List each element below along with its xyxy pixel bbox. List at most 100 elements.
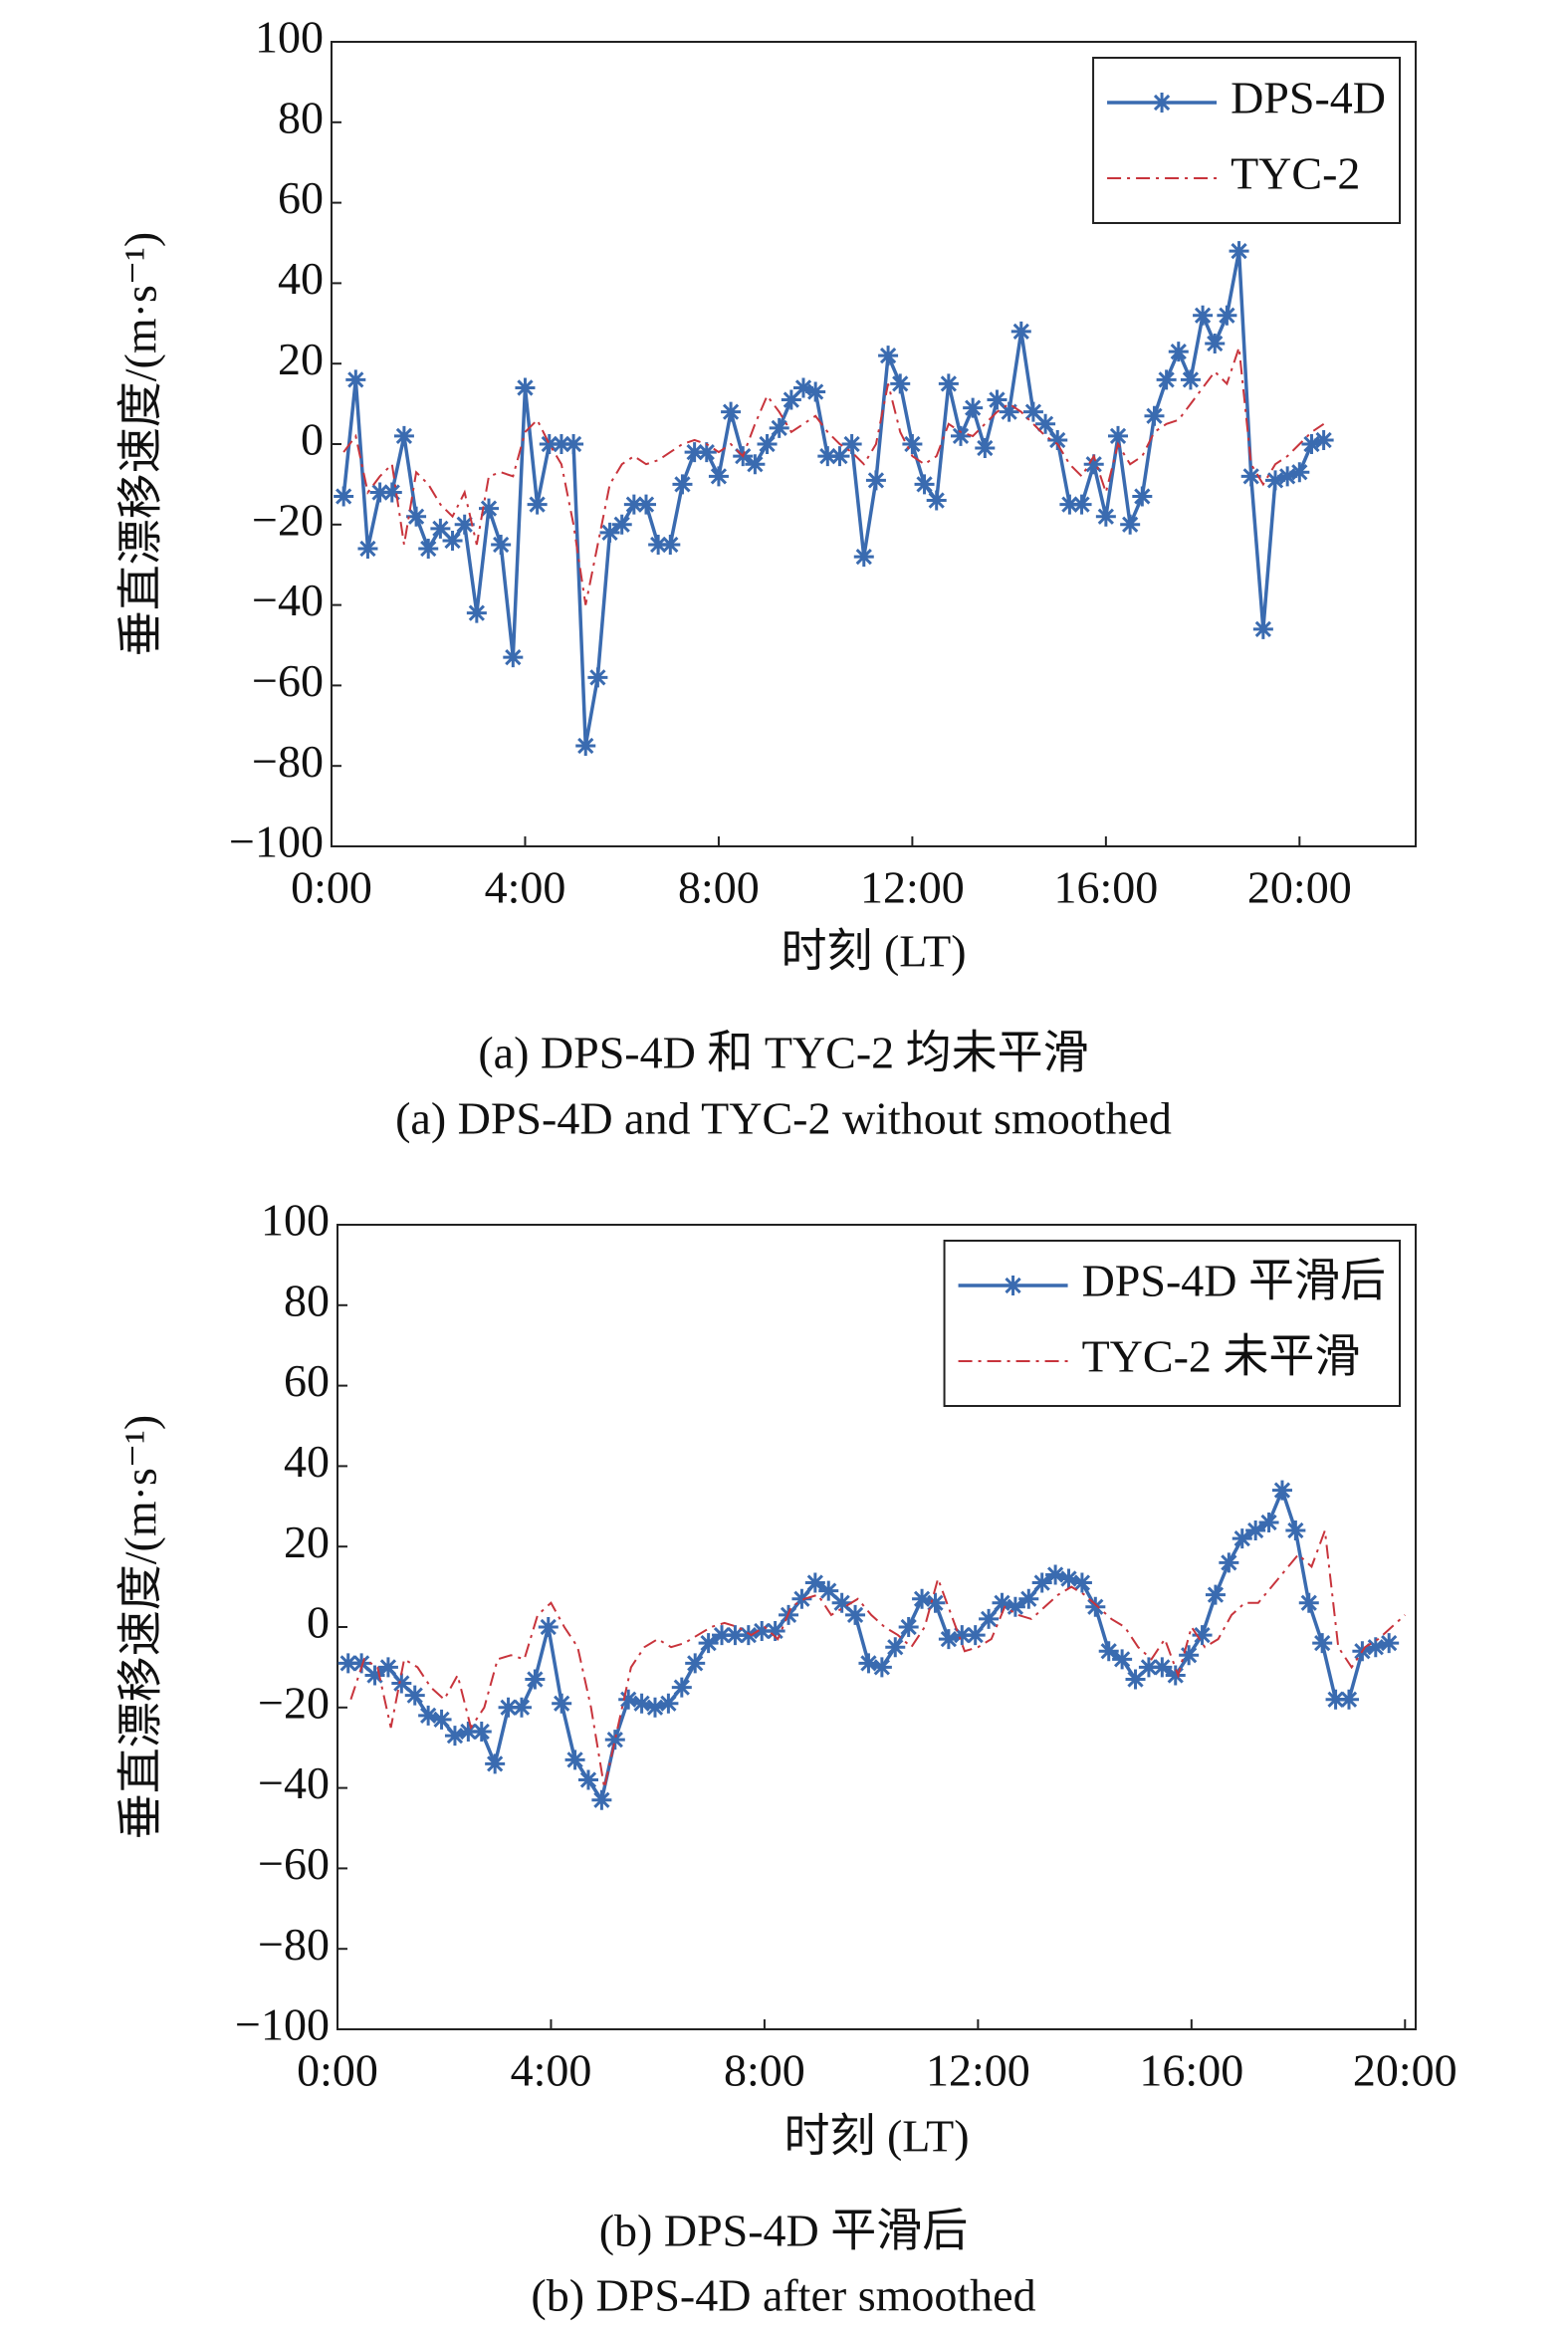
marker xyxy=(1022,401,1043,422)
marker xyxy=(845,1604,866,1625)
x-tick-label: 12:00 xyxy=(860,862,965,913)
marker xyxy=(1313,429,1334,450)
marker xyxy=(1229,241,1249,262)
x-tick-label: 0:00 xyxy=(297,2045,378,2096)
y-tick-label: −60 xyxy=(258,1838,330,1889)
y-tick-label: −20 xyxy=(252,494,324,545)
marker xyxy=(591,1789,612,1810)
marker xyxy=(1095,506,1116,527)
y-tick-label: −40 xyxy=(258,1757,330,1808)
marker xyxy=(1132,486,1153,507)
marker xyxy=(1005,1596,1025,1617)
marker xyxy=(430,518,451,539)
marker xyxy=(1085,1596,1106,1617)
marker xyxy=(1071,494,1092,515)
marker xyxy=(511,1697,532,1718)
x-tick-label: 20:00 xyxy=(1247,862,1352,913)
marker xyxy=(914,474,935,495)
marker xyxy=(364,1665,385,1686)
marker xyxy=(829,446,850,467)
marker xyxy=(672,474,693,495)
marker xyxy=(805,381,826,402)
marker xyxy=(738,1625,759,1646)
marker xyxy=(712,1625,733,1646)
marker xyxy=(552,1693,572,1714)
marker xyxy=(912,1588,933,1609)
marker xyxy=(1312,1633,1333,1654)
legend-label: DPS-4D 平滑后 xyxy=(1082,1256,1386,1306)
marker xyxy=(1156,369,1177,390)
marker xyxy=(1193,305,1214,326)
marker xyxy=(684,442,705,463)
series-line xyxy=(341,250,1325,747)
marker xyxy=(975,438,996,459)
marker xyxy=(1252,618,1273,639)
caption-en: (a) DPS-4D and TYC-2 without smoothed xyxy=(395,1093,1172,1144)
marker xyxy=(345,369,366,390)
marker xyxy=(599,522,620,543)
marker xyxy=(1112,1649,1133,1670)
marker xyxy=(671,1677,692,1698)
marker xyxy=(1165,1665,1186,1686)
x-axis-label: 时刻 (LT) xyxy=(781,926,966,977)
marker xyxy=(1144,405,1165,426)
marker xyxy=(926,490,947,511)
x-tick-label: 20:00 xyxy=(1353,2045,1457,2096)
y-tick-label: 0 xyxy=(301,414,324,465)
marker xyxy=(658,1693,679,1714)
marker xyxy=(611,514,632,535)
marker xyxy=(1018,1588,1039,1609)
marker xyxy=(938,373,959,394)
legend-label: TYC-2 xyxy=(1231,148,1360,199)
marker xyxy=(890,373,911,394)
marker xyxy=(377,1657,398,1678)
x-tick-label: 4:00 xyxy=(485,862,566,913)
marker xyxy=(1035,413,1056,434)
marker xyxy=(817,446,838,467)
y-tick-label: 100 xyxy=(255,12,324,63)
legend-marker xyxy=(1152,93,1173,113)
marker xyxy=(471,1722,492,1743)
marker xyxy=(1180,369,1201,390)
marker xyxy=(885,1637,906,1658)
legend-label: TYC-2 未平滑 xyxy=(1082,1331,1361,1382)
marker xyxy=(466,602,487,623)
marker xyxy=(498,1697,519,1718)
marker xyxy=(902,434,923,454)
marker xyxy=(952,1625,973,1646)
marker xyxy=(1245,1520,1266,1541)
x-tick-label: 8:00 xyxy=(724,2045,805,2096)
marker xyxy=(391,1673,412,1694)
marker xyxy=(965,1625,986,1646)
marker xyxy=(575,736,596,756)
marker xyxy=(925,1592,946,1613)
marker xyxy=(431,1709,452,1730)
marker xyxy=(898,1617,919,1637)
marker xyxy=(698,1633,719,1654)
marker xyxy=(1271,1480,1292,1501)
marker xyxy=(1010,321,1031,342)
marker xyxy=(804,1572,825,1593)
y-tick-label: 100 xyxy=(261,1195,330,1246)
x-tick-label: 0:00 xyxy=(291,862,372,913)
y-tick-label: 80 xyxy=(284,1275,330,1325)
marker xyxy=(1298,1592,1319,1613)
caption: (b) DPS-4D 平滑后 xyxy=(599,2206,969,2256)
y-tick-label: 40 xyxy=(284,1436,330,1487)
marker xyxy=(841,434,862,454)
marker xyxy=(858,1653,879,1674)
marker xyxy=(393,425,414,446)
marker xyxy=(404,1685,425,1706)
marker xyxy=(757,434,778,454)
y-tick-label: −40 xyxy=(252,575,324,625)
marker xyxy=(1325,1689,1346,1710)
marker xyxy=(1232,1528,1252,1549)
y-tick-label: 60 xyxy=(278,172,324,223)
marker xyxy=(527,494,548,515)
marker xyxy=(1083,454,1104,475)
marker xyxy=(1179,1645,1200,1666)
marker xyxy=(334,486,354,507)
marker xyxy=(992,1592,1012,1613)
marker xyxy=(442,530,463,551)
